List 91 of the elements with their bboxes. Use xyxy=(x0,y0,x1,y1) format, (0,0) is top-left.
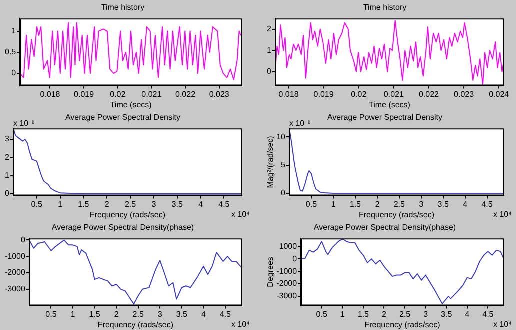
x-tick-label: 4.5 xyxy=(218,200,230,209)
x-tick-label: 0.023 xyxy=(454,90,475,99)
x-tick-label: 4 xyxy=(201,310,206,319)
chart-title: Time history xyxy=(363,3,407,12)
x-tick-label: 2.5 xyxy=(132,310,144,319)
x-tick-label: 0.021 xyxy=(142,90,162,99)
y-tick-label: 0 xyxy=(21,235,26,244)
y-tick-label: 1000 xyxy=(279,242,298,251)
x-tick-label: 3.5 xyxy=(172,200,184,209)
x-tick-label: 1.5 xyxy=(358,310,370,319)
x-tick-label: 0.5 xyxy=(306,200,318,209)
x-tick-label: 0.022 xyxy=(418,90,440,99)
y-tick-label: 3 xyxy=(4,134,10,144)
text: x 10⁻⁸ xyxy=(13,118,35,128)
chart-title: Average Power Spectral Density xyxy=(327,113,443,122)
x-axis-title: Frequency (rads/sec) xyxy=(90,210,166,220)
y-tick-label: 10 xyxy=(276,132,286,142)
y-tick-label: 2 xyxy=(266,24,272,34)
x-tick-label: 3.5 xyxy=(176,310,188,319)
x-tick-label: 4 xyxy=(198,200,204,209)
x-axis-title: Time (secs) xyxy=(368,100,411,110)
y-tick-label: -3000 xyxy=(276,292,298,301)
x-tick-label: 0.018 xyxy=(278,90,300,99)
text: x 10⁴ xyxy=(493,320,513,330)
y-tick-label: -3000 xyxy=(4,284,26,294)
x-axis-title: Frequency (rads/sec) xyxy=(364,320,441,330)
y-axis-title: Mag²/(rad/sec) xyxy=(266,136,276,188)
y-tick-label: 0 xyxy=(4,189,10,198)
x-tick-label: 0.5 xyxy=(316,310,328,319)
chart-title: Average Power Spectral Density(phase) xyxy=(52,223,194,232)
y-tick-label: -2000 xyxy=(4,268,26,278)
y-tick-label: 5 xyxy=(281,160,286,170)
x-tick-label: 1 xyxy=(340,310,346,319)
x-tick-label: 3.5 xyxy=(441,310,453,319)
x-tick-label: 0.019 xyxy=(314,90,334,99)
x-axis-title: Frequency (rads/sec) xyxy=(358,210,435,220)
x-tick-label: 4 xyxy=(463,200,468,209)
y-tick-label: 1 xyxy=(4,171,10,180)
x-tick-label: 2 xyxy=(104,200,110,209)
text: x 10⁴ xyxy=(231,320,251,330)
chart-title: Average Power Spectral Density xyxy=(65,113,181,122)
chart-title: Average Power Spectral Density(phase) xyxy=(314,223,456,232)
x-tick-label: 3 xyxy=(158,310,163,319)
x-tick-label: 4.5 xyxy=(482,200,494,209)
x-tick-label: 1.5 xyxy=(89,310,101,319)
x-tick-label: 3 xyxy=(419,200,424,209)
x-tick-label: 0.018 xyxy=(40,90,61,99)
text: x 10⁴ xyxy=(493,210,513,220)
text: x 10⁻⁸ xyxy=(290,118,311,128)
x-tick-label: 0.023 xyxy=(209,90,230,99)
y-tick-label: 0 xyxy=(266,67,272,76)
x-axis-title: Time (secs) xyxy=(110,100,152,110)
x-tick-label: 2 xyxy=(375,200,380,209)
x-tick-label: 1 xyxy=(331,200,336,209)
y-tick-label: -1000 xyxy=(276,266,298,276)
x-axis-title: Frequency (rads/sec) xyxy=(98,320,174,330)
x-tick-label: 0.024 xyxy=(489,90,510,99)
x-tick-label: 1.5 xyxy=(350,200,362,209)
x-tick-label: 2.5 xyxy=(124,200,137,209)
x-tick-label: 2.5 xyxy=(394,200,406,209)
y-tick-label: 0 xyxy=(12,68,17,78)
x-tick-label: 3 xyxy=(152,200,157,209)
x-tick-label: 2 xyxy=(382,310,388,319)
x-tick-label: 4 xyxy=(465,310,470,319)
x-tick-label: 0.5 xyxy=(46,310,58,319)
x-tick-label: 0.5 xyxy=(31,200,43,209)
x-tick-label: 2.5 xyxy=(399,310,412,319)
x-tick-label: 0.019 xyxy=(74,90,95,99)
x-tick-label: 0.02 xyxy=(110,90,126,99)
x-tick-label: 4.5 xyxy=(482,310,494,319)
x-tick-label: 0.02 xyxy=(351,90,368,99)
x-tick-label: 3 xyxy=(424,310,429,319)
y-tick-label: 0 xyxy=(292,254,298,264)
y-tick-label: 0.5 xyxy=(4,48,17,57)
y-tick-label: 2 xyxy=(4,152,10,162)
x-tick-label: 0.022 xyxy=(176,90,196,99)
y-tick-label: -1000 xyxy=(4,252,26,261)
x-tick-label: 1.5 xyxy=(78,200,90,209)
x-tick-label: 2 xyxy=(114,310,120,319)
x-tick-label: 4.5 xyxy=(220,310,232,319)
x-tick-label: 0.021 xyxy=(384,90,404,99)
y-tick-label: 1 xyxy=(12,26,17,36)
y-tick-label: 0 xyxy=(281,188,286,198)
y-tick-label: -2000 xyxy=(276,279,298,288)
x-tick-label: 1 xyxy=(58,200,64,209)
y-tick-label: 1 xyxy=(266,46,272,55)
chart-title: Time history xyxy=(101,3,145,12)
x-tick-label: 3.5 xyxy=(438,200,450,209)
y-axis-title: Degrees xyxy=(266,257,276,288)
text: x 10⁴ xyxy=(231,210,251,220)
x-tick-label: 1 xyxy=(70,310,76,319)
